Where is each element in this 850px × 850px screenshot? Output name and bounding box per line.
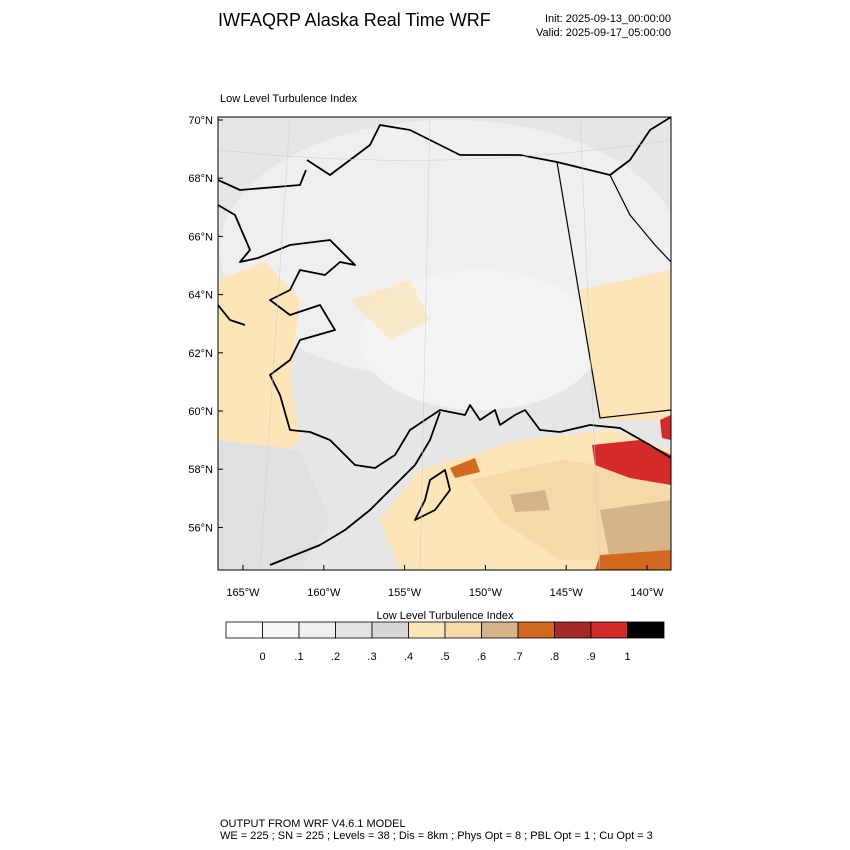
colorbar-label: .6: [477, 651, 486, 663]
colorbar-label: 0: [259, 651, 265, 663]
lon-label: 140°W: [630, 587, 664, 599]
colorbar-label: .8: [550, 651, 559, 663]
colorbar-label: .7: [513, 651, 522, 663]
colorbar-label: .2: [331, 651, 340, 663]
map: [217, 116, 672, 571]
footer-line: OUTPUT FROM WRF V4.6.1 MODEL: [220, 818, 406, 830]
lat-label: 62°N: [188, 348, 213, 360]
colorbar-swatch: [408, 621, 446, 639]
colorbar-swatch: [444, 621, 482, 639]
lat-label: 68°N: [188, 173, 213, 185]
colorbar-swatch: [481, 621, 519, 639]
lon-label: 160°W: [307, 587, 341, 599]
lon-label: 150°W: [469, 587, 503, 599]
lat-label: 66°N: [188, 231, 213, 243]
valid-time: Valid: 2025-09-17_05:00:00: [536, 27, 671, 39]
colorbar-label: .1: [294, 651, 303, 663]
colorbar-swatch: [335, 621, 373, 639]
lon-label: 155°W: [388, 587, 422, 599]
lat-label: 70°N: [188, 115, 213, 127]
title: IWFAQRP Alaska Real Time WRF: [218, 10, 491, 30]
footer-line: WE = 225 ; SN = 225 ; Levels = 38 ; Dis …: [220, 830, 653, 842]
colorbar-label: .3: [367, 651, 376, 663]
colorbar: 0 .1 .2 .3 .4 .5 .6 .7 .8 .9 1: [225, 621, 665, 663]
init-time: Init: 2025-09-13_00:00:00: [545, 13, 671, 25]
lon-label: 165°W: [226, 587, 260, 599]
colorbar-swatch: [262, 621, 300, 639]
lat-label: 58°N: [188, 464, 213, 476]
colorbar-swatch: [225, 621, 263, 639]
lon-label: 145°W: [550, 587, 584, 599]
colorbar-swatch: [298, 621, 336, 639]
colorbar-title: Low Level Turbulence Index: [377, 610, 514, 622]
colorbar-swatch: [554, 621, 592, 639]
colorbar-swatch: [627, 621, 665, 639]
colorbar-label: .4: [404, 651, 413, 663]
colorbar-swatch: [371, 621, 409, 639]
lat-label: 60°N: [188, 406, 213, 418]
lat-label: 64°N: [188, 290, 213, 302]
colorbar-swatch: [517, 621, 555, 639]
lat-label: 56°N: [188, 522, 213, 534]
colorbar-swatch: [590, 621, 628, 639]
colorbar-label: .5: [440, 651, 449, 663]
colorbar-label: .9: [586, 651, 595, 663]
map-title: Low Level Turbulence Index: [220, 93, 357, 105]
colorbar-label: 1: [624, 651, 630, 663]
